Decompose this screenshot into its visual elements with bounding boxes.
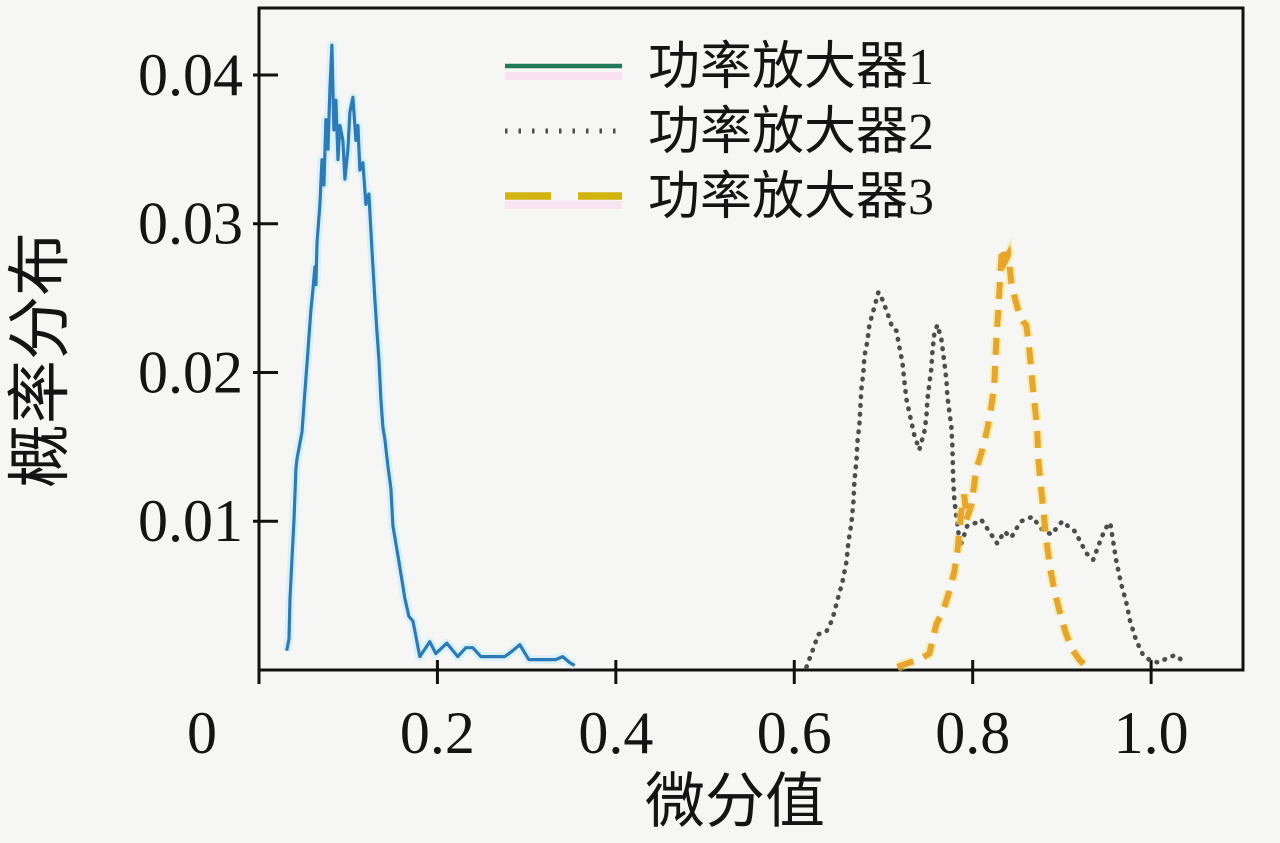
x-tick-label: 0.6: [757, 700, 832, 766]
series-2-dotted-line: [804, 285, 1190, 670]
x-tick-label: 0.8: [935, 700, 1010, 766]
legend-label-1: 功率放大器1: [648, 39, 934, 96]
x-tick-labels: 0 0.2 0.4 0.6 0.8 1.0: [187, 700, 1189, 766]
series-3-power-amp-3: [895, 237, 1089, 672]
legend: 功率放大器1 功率放大器2 功率放大器3: [505, 39, 934, 226]
y-ticks: [253, 73, 278, 523]
x-tick-label: 1.0: [1114, 700, 1189, 766]
legend-label-2: 功率放大器2: [648, 104, 934, 161]
series-1-power-amp-1: [282, 40, 577, 670]
legend-row-3: 功率放大器3: [505, 169, 934, 226]
series-1-line: [285, 43, 576, 667]
x-ticks: [257, 660, 1153, 684]
x-tick-label: 0: [187, 700, 217, 766]
y-tick-labels: 0.01 0.02 0.03 0.04: [138, 42, 243, 554]
legend-label-3: 功率放大器3: [648, 169, 934, 226]
series-2-power-amp-2: [804, 285, 1190, 670]
x-tick-label: 0.4: [578, 700, 653, 766]
y-tick-label: 0.04: [138, 42, 243, 108]
y-tick-label: 0.03: [138, 191, 243, 257]
series-3-dashed-line: [896, 244, 1088, 670]
x-axis-label: 微分值: [645, 769, 825, 835]
legend-row-2: 功率放大器2: [505, 104, 934, 161]
y-tick-label: 0.01: [138, 488, 243, 554]
legend-row-1: 功率放大器1: [505, 39, 934, 96]
x-tick-label: 0.2: [400, 700, 475, 766]
y-tick-label: 0.02: [138, 339, 243, 405]
plot-box-spines: [257, 6, 1245, 672]
y-axis-label: 概率分布: [5, 232, 76, 488]
